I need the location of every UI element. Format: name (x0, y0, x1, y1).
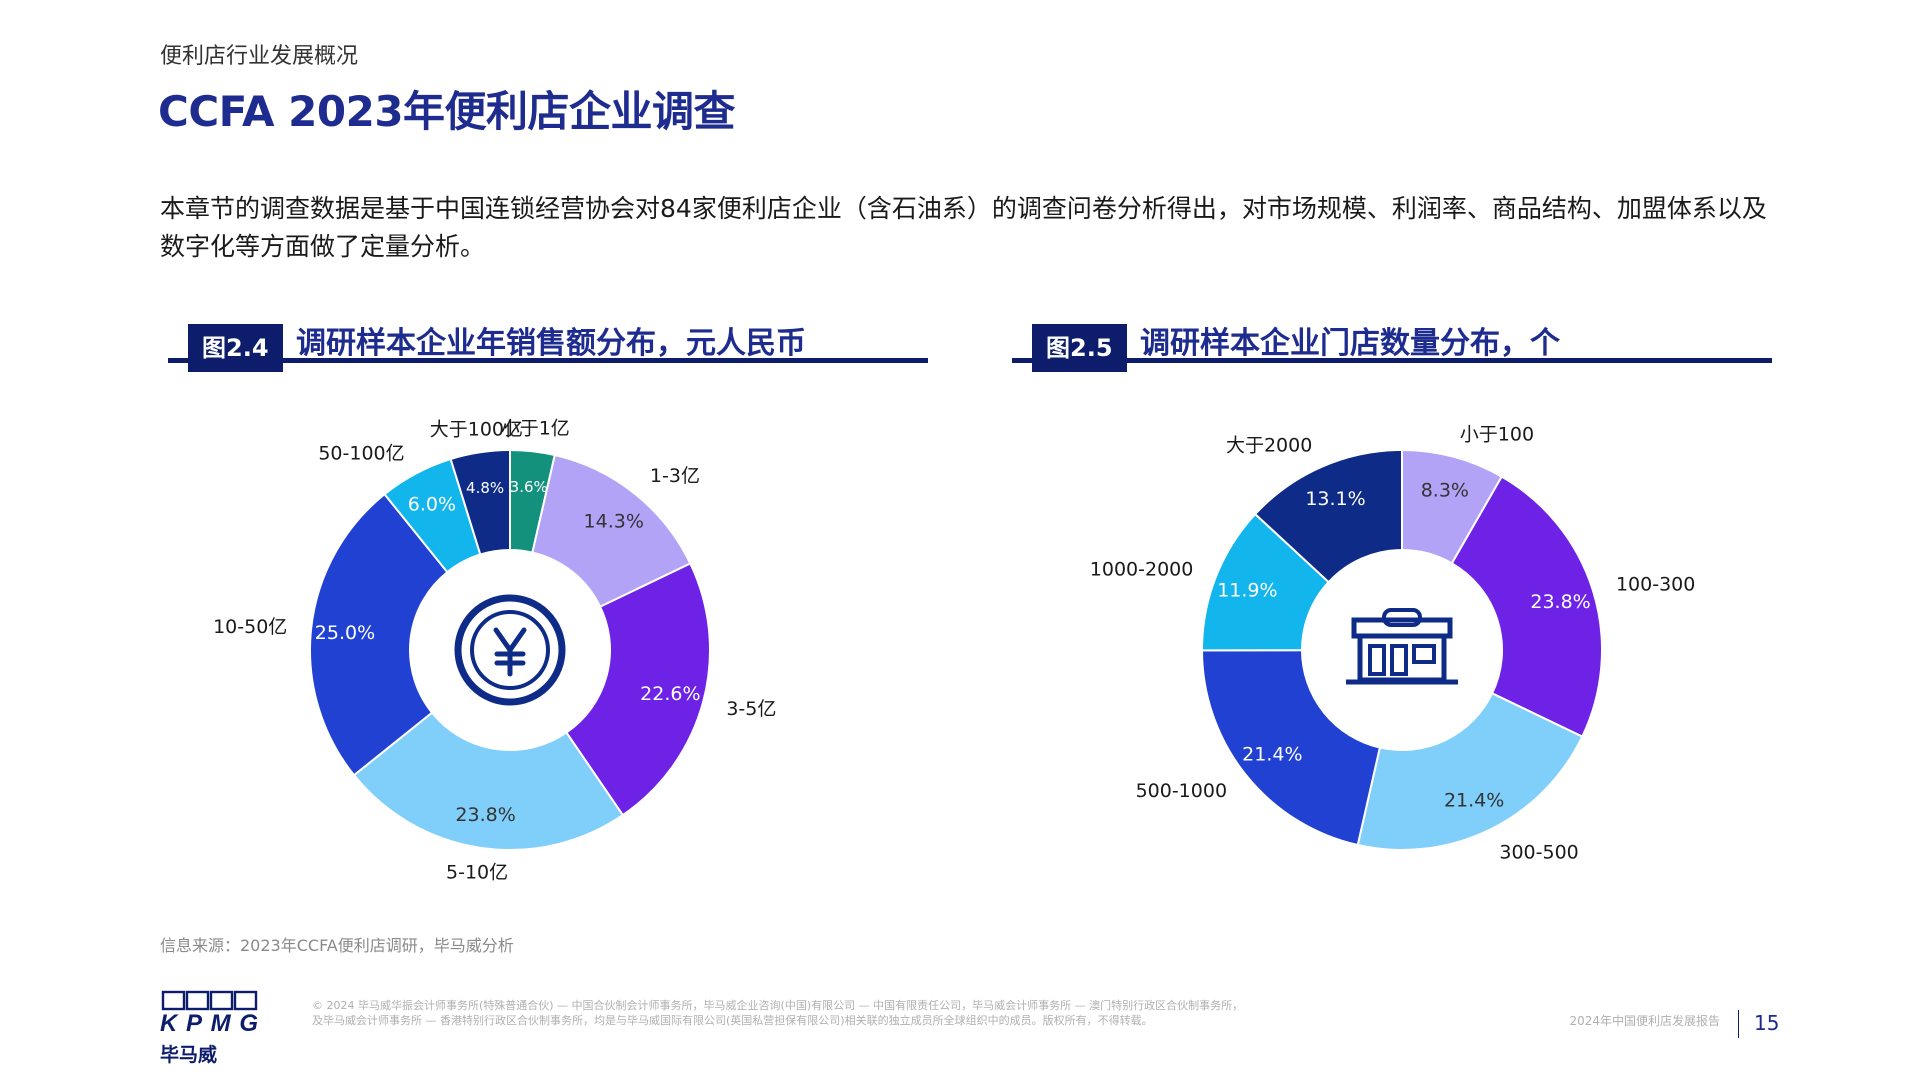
donut-slice (352, 711, 625, 851)
slice-value-label: 22.6% (640, 683, 700, 705)
slice-value-label: 6.0% (408, 494, 456, 516)
slice-value-label: 21.4% (1444, 789, 1504, 811)
slice-category-label: 10-50亿 (213, 616, 287, 638)
slice-category-label: 小于1亿 (501, 417, 570, 439)
donut-slice (309, 492, 449, 777)
kpmg-cn-name: 毕马威 (160, 1044, 218, 1066)
slice-category-label: 50-100亿 (318, 442, 404, 464)
slice-value-label: 23.8% (1530, 591, 1590, 613)
figure-2-4-header: 图2.4 调研样本企业年销售额分布，元人民币 (168, 318, 928, 374)
donut-slice (1450, 475, 1603, 738)
slice-category-label: 300-500 (1499, 842, 1578, 864)
donut-slice (449, 448, 511, 556)
report-name: 2024年中国便利店发展报告 (1569, 1014, 1720, 1028)
store-icon (1346, 608, 1458, 685)
figure-2-5-rule (1012, 358, 1772, 363)
figure-2-5-tag: 图2.5 (1032, 324, 1127, 372)
slice-category-label: 5-10亿 (446, 862, 508, 884)
slice-category-label: 大于100亿 (430, 419, 523, 441)
legal-line-2: 及毕马威会计师事务所 — 香港特别行政区合伙制事务所，均是与毕马威国际有限公司(… (312, 1014, 1153, 1027)
stores-donut-chart: 8.3% 小于100 23.8% 100-300 21.4% 300-500 21.4% 50… (1090, 424, 1696, 864)
donut-slice (1253, 448, 1403, 584)
slice-value-label: 4.8% (466, 479, 504, 497)
slice-value-label: 25.0% (315, 622, 375, 644)
slice-category-label: 500-1000 (1136, 780, 1227, 802)
slice-value-label: 3.6% (510, 478, 548, 496)
figure-2-4-title: 调研样本企业年销售额分布，元人民币 (296, 326, 806, 361)
figure-2-5-title: 调研样本企业门店数量分布，个 (1140, 326, 1560, 361)
donut-slice (531, 453, 692, 609)
slice-value-label: 13.1% (1305, 488, 1365, 510)
source-note: 信息来源：2023年CCFA便利店调研，毕马威分析 (160, 936, 514, 955)
legal-line-1: © 2024 毕马威华振会计师事务所(特殊普通合伙) — 中国合伙制会计师事务所… (312, 999, 1244, 1012)
slice-category-label: 小于100 (1460, 424, 1534, 446)
slice-value-label: 23.8% (455, 804, 515, 826)
slice-category-label: 3-5亿 (726, 698, 776, 720)
slice-category-label: 1-3亿 (650, 465, 700, 487)
legal-notice: © 2024 毕马威华振会计师事务所(特殊普通合伙) — 中国合伙制会计师事务所… (312, 998, 1332, 1028)
slice-value-label: 8.3% (1421, 480, 1469, 502)
slice-category-label: 100-300 (1616, 574, 1695, 596)
figure-2-4-rule (168, 358, 928, 363)
slice-value-label: 21.4% (1242, 744, 1302, 766)
section-label: 便利店行业发展概况 (160, 44, 359, 69)
page-number: 15 (1754, 1011, 1780, 1035)
slice-category-label: 大于2000 (1226, 435, 1312, 457)
kpmg-logo-text: KPMG (160, 1010, 258, 1036)
slice-value-label: 14.3% (584, 510, 644, 532)
page-title: CCFA 2023年便利店企业调查 (158, 87, 736, 136)
slice-category-label: 1000-2000 (1090, 558, 1194, 580)
footer-divider (1738, 1010, 1739, 1038)
slice-value-label: 11.9% (1217, 580, 1277, 602)
sales-donut-chart: 3.6% 小于1亿 14.3% 1-3亿 22.6% 3-5亿 23.8% 5-10亿 25.0… (213, 417, 776, 884)
figure-2-5-header: 图2.5 调研样本企业门店数量分布，个 (1012, 318, 1772, 374)
figure-2-4-tag: 图2.4 (188, 324, 283, 372)
donut-slice (1356, 691, 1584, 851)
kpmg-logo: KPMG (160, 990, 258, 1036)
yuan-coin-icon (454, 594, 566, 706)
donut-slice (565, 562, 711, 817)
donut-slice (1200, 649, 1382, 847)
intro-paragraph: 本章节的调查数据是基于中国连锁经营协会对84家便利店企业（含石油系）的调查问卷分… (160, 194, 1767, 261)
